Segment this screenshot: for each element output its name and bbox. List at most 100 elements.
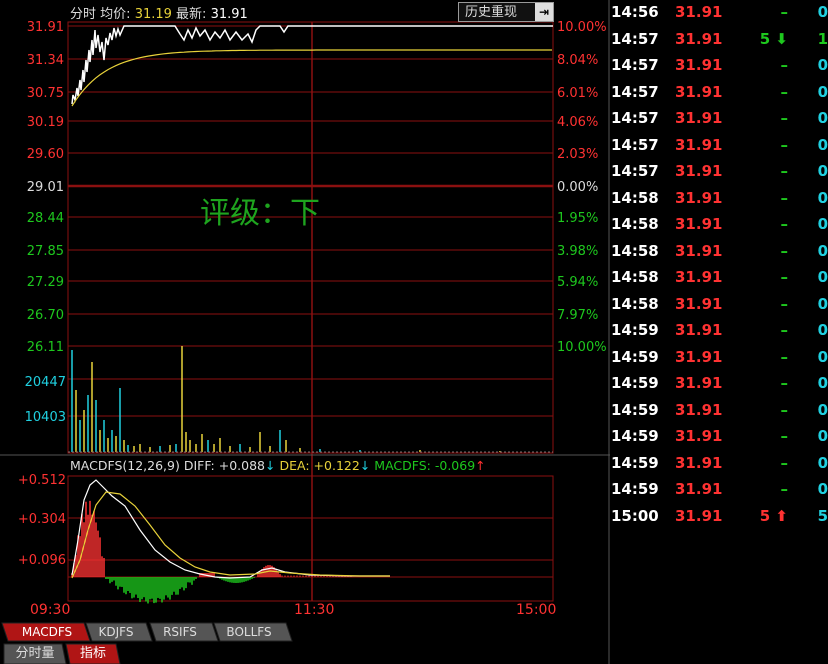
tick-volume-value: – <box>780 3 789 21</box>
tick-time: 14:58 <box>611 215 659 233</box>
tick-volume: – <box>781 348 789 366</box>
tick-volume-value: – <box>780 453 789 472</box>
tick-time: 14:57 <box>611 29 659 48</box>
tab-volume[interactable]: 分时量 <box>15 646 55 661</box>
tick-volume-value: – <box>780 162 789 180</box>
tick-volume: – <box>781 480 789 498</box>
tick-count: 0 <box>817 268 828 286</box>
tick-volume: 5 ⬆ <box>760 507 788 525</box>
tab-macdfs[interactable]: MACDFS <box>21 625 73 639</box>
tab-kdjfs[interactable]: KDJFS <box>98 625 134 639</box>
last-price-value: 31.91 <box>210 7 248 22</box>
tick-row: 14:59 31.91 – 0 <box>611 372 828 398</box>
tick-volume-value: 5 <box>759 29 771 48</box>
tab-rsifs[interactable]: RSIFS <box>163 625 197 639</box>
tick-volume-value: – <box>780 215 789 233</box>
tick-volume-value: – <box>780 135 789 154</box>
tick-row: 14:57 31.91 – 0 <box>611 160 828 186</box>
tick-count: 0 <box>817 3 828 21</box>
price-axis-label: 27.29 <box>27 275 64 290</box>
tick-price: 31.91 <box>675 188 723 207</box>
tick-price: 31.91 <box>675 506 723 525</box>
tab-bollfs[interactable]: BOLLFS <box>226 625 272 639</box>
tick-count: 0 <box>817 374 828 392</box>
tick-row: 14:59 31.91 – 0 <box>611 425 828 451</box>
time-axis-label: 11:30 <box>294 602 334 618</box>
pct-axis-label: 8.04% <box>557 53 598 68</box>
tick-price: 31.91 <box>675 480 723 498</box>
tick-time: 14:58 <box>611 268 659 286</box>
tick-price: 31.91 <box>675 347 723 366</box>
tick-count: 0 <box>817 480 828 498</box>
tick-count: 0 <box>817 82 828 101</box>
pct-axis-label: 1.95% <box>557 211 598 226</box>
tick-time: 14:59 <box>611 480 659 498</box>
up-arrow-icon: ⬆ <box>770 506 788 525</box>
tick-volume: 5 ⬇ <box>760 30 788 48</box>
rating-overlay: 评级：下 <box>200 196 320 231</box>
tick-price: 31.91 <box>675 374 723 392</box>
price-axis-label: 28.44 <box>27 211 64 226</box>
tick-time: 14:57 <box>611 82 659 101</box>
tick-volume: – <box>781 109 789 127</box>
tick-price: 31.91 <box>675 135 723 154</box>
tick-count: 5 <box>817 506 828 525</box>
tick-row: 14:58 31.91 – 0 <box>611 187 828 213</box>
dea-arrow: ↓ <box>359 458 371 473</box>
tick-row: 14:57 31.91 – 0 <box>611 81 828 107</box>
tick-row: 15:00 31.91 5 ⬆ 5 <box>611 505 828 531</box>
tick-volume-value: – <box>780 400 789 419</box>
pct-axis-label: 10.00% <box>557 20 607 35</box>
tick-volume-value: – <box>780 268 789 286</box>
tick-row: 14:58 31.91 – 0 <box>611 240 828 266</box>
mode-label: 分时 <box>70 7 97 22</box>
price-line <box>71 25 553 105</box>
price-axis-label: 31.91 <box>27 20 64 35</box>
tick-price: 31.91 <box>675 162 723 180</box>
price-axis-label: 29.60 <box>27 147 64 162</box>
tick-price: 31.91 <box>675 241 723 260</box>
tick-count: 1 <box>817 29 828 48</box>
tick-time: 14:57 <box>611 56 659 74</box>
history-replay-button[interactable]: 历史重现 ⇥ <box>458 2 554 22</box>
tick-volume: – <box>781 162 789 180</box>
macd-axis-label: +0.304 <box>18 512 66 527</box>
tick-row: 14:57 31.91 5 ⬇ 1 <box>611 28 828 54</box>
macd-value: -0.069 <box>434 458 476 473</box>
tick-volume: – <box>781 321 789 339</box>
tick-volume: – <box>781 215 789 233</box>
tab-indicator[interactable]: 指标 <box>79 646 106 661</box>
avg-price-value: 31.19 <box>134 7 172 22</box>
tick-volume-value: – <box>780 241 789 260</box>
tick-row: 14:59 31.91 – 0 <box>611 399 828 425</box>
tick-price: 31.91 <box>675 3 723 21</box>
pct-axis-label: 10.00% <box>557 340 607 355</box>
tick-time: 14:59 <box>611 374 659 392</box>
avg-price-line <box>71 49 552 107</box>
dea-label: DEA: <box>279 458 310 473</box>
intraday-chart-panel[interactable]: 31.91 31.34 30.75 30.19 29.60 29.01 28.44 27.85… <box>0 0 610 664</box>
tick-row: 14:56 31.91 – 0 <box>611 1 828 27</box>
price-axis-label: 27.85 <box>27 244 64 259</box>
pct-axis-label: 6.01% <box>557 86 598 101</box>
tick-volume: – <box>781 189 789 207</box>
macd-dea-line <box>71 491 390 579</box>
history-replay-label: 历史重现 <box>465 5 518 20</box>
tick-price: 31.91 <box>675 400 723 419</box>
tick-volume-value: – <box>780 480 789 498</box>
tick-volume: – <box>781 295 789 313</box>
diff-arrow: ↓ <box>265 458 276 473</box>
tick-row: 14:57 31.91 – 0 <box>611 107 828 133</box>
macd-panel-frame <box>67 475 554 602</box>
tick-count: 0 <box>817 56 828 74</box>
tick-list[interactable]: 14:56 31.91–0 14:57 31.91 5 ⬇ 1 14:57 31.91–0 14… <box>611 0 828 664</box>
tick-volume-value: – <box>780 321 789 339</box>
tick-row: 14:58 31.91 – 0 <box>611 293 828 319</box>
tick-row: 14:58 31.91 – 0 <box>611 213 828 239</box>
tick-count: 0 <box>817 294 828 313</box>
tick-price: 31.91 <box>675 321 723 339</box>
macd-header: MACDFS(12,26,9) DIFF: +0.088↓ DEA: +0.12… <box>70 458 486 473</box>
tick-count: 0 <box>817 453 828 472</box>
tick-price: 31.91 <box>675 109 723 127</box>
pct-axis-label: 0.00% <box>557 180 598 195</box>
